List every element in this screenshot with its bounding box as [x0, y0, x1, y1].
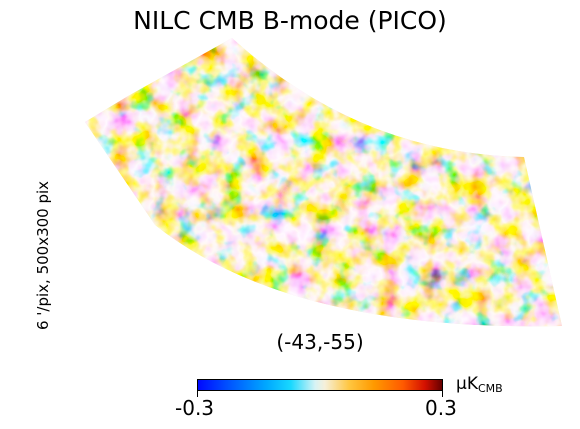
unit-subscript: CMB — [477, 382, 503, 395]
cmb-field-texture — [85, 38, 562, 327]
colorbar-max-tick — [442, 391, 443, 397]
unit-main: μK — [456, 374, 478, 394]
resolution-label: 6 '/pix, 500x300 pix — [34, 180, 52, 330]
map-title: NILC CMB B-mode (PICO) — [133, 6, 447, 35]
colorbar-unit: μKCMB — [456, 374, 503, 395]
colorbar-min-label: -0.3 — [175, 396, 215, 420]
colorbar — [197, 379, 443, 391]
colorbar-max-label: 0.3 — [425, 396, 457, 420]
colorbar-min-tick — [197, 391, 198, 397]
coordinate-label: (-43,-55) — [276, 330, 364, 354]
